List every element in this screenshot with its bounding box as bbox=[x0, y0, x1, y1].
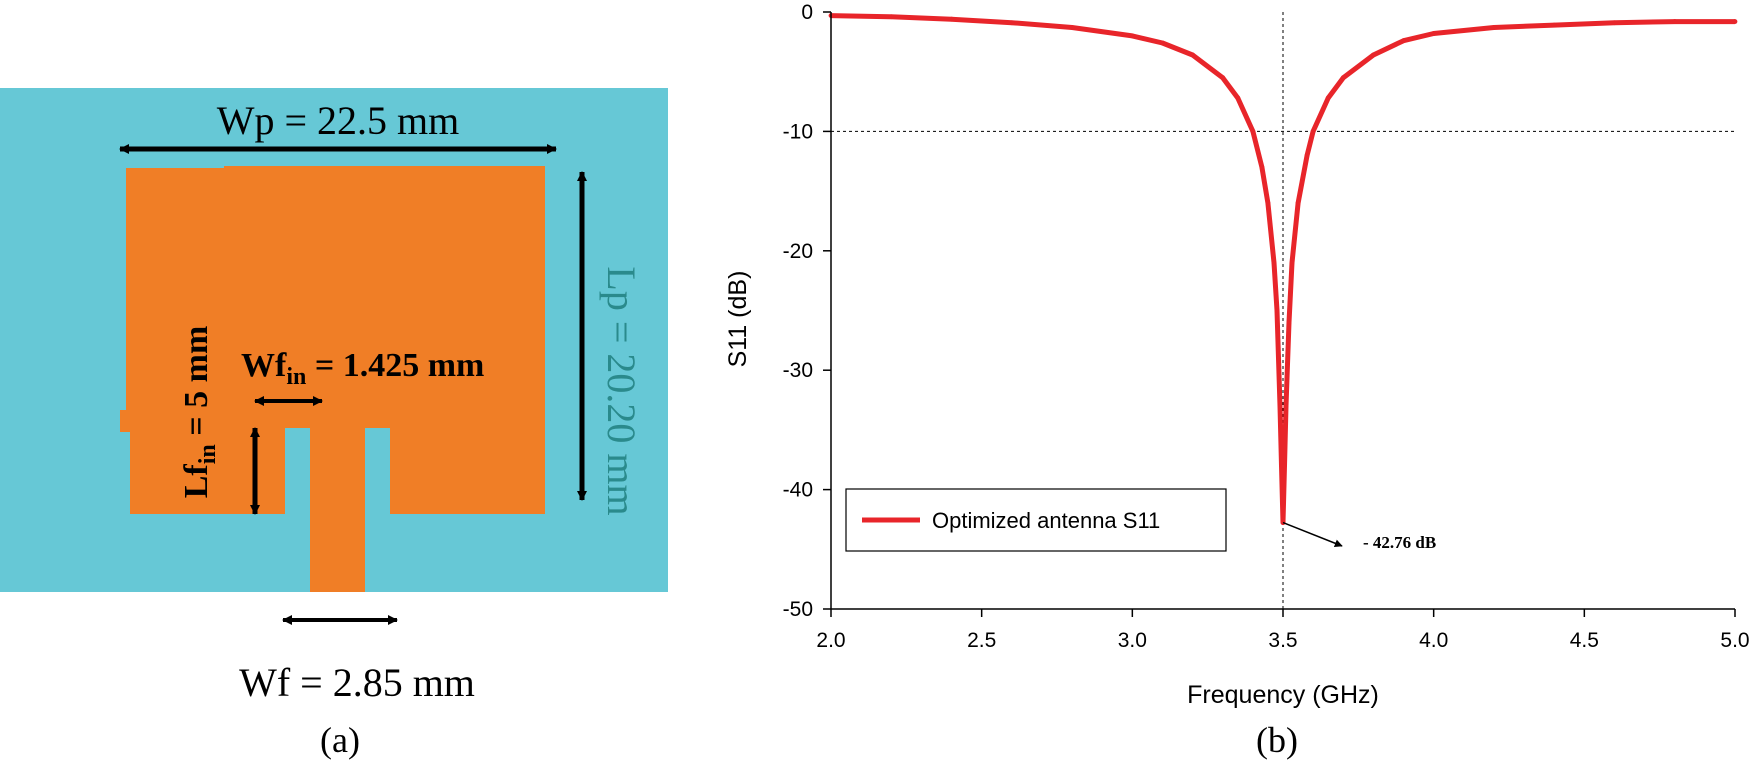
s11-data-point bbox=[888, 14, 894, 20]
panel-b-caption: (b) bbox=[1256, 720, 1298, 760]
panel-a-antenna-diagram: Wp = 22.5 mm Lp = 20.20 mm Lfin = 5 mm W… bbox=[0, 88, 668, 760]
lf-in-label: Lfin = 5 mm bbox=[178, 326, 221, 499]
minimum-annotation-arrow bbox=[1282, 521, 1343, 548]
s11-data-point bbox=[1304, 152, 1310, 158]
x-tick-label: 4.5 bbox=[1570, 629, 1599, 652]
s11-data-point bbox=[1129, 33, 1135, 39]
y-tick-label: -50 bbox=[783, 598, 813, 621]
x-tick-label: 4.0 bbox=[1419, 629, 1448, 652]
s11-data-point bbox=[1310, 129, 1316, 134]
s11-data-point bbox=[1282, 463, 1287, 469]
s11-data-point bbox=[1160, 40, 1165, 46]
minimum-annotation-label: - 42.76 dB bbox=[1363, 533, 1436, 552]
x-tick-label: 5.0 bbox=[1720, 629, 1749, 652]
x-tick-label: 2.0 bbox=[816, 629, 845, 652]
y-tick-label: -30 bbox=[783, 359, 813, 382]
x-tick-label: 3.5 bbox=[1268, 629, 1297, 652]
radiating-patch bbox=[120, 166, 545, 592]
s11-data-point bbox=[1220, 75, 1226, 81]
y-tick-label: -20 bbox=[783, 240, 813, 263]
y-tick-label: 0 bbox=[801, 1, 813, 24]
lp-label: Lp = 20.20 mm bbox=[599, 266, 644, 515]
s11-data-point bbox=[1277, 403, 1283, 409]
s11-data-point bbox=[1401, 38, 1406, 44]
s11-data-point bbox=[1672, 19, 1678, 24]
s11-data-point bbox=[1295, 200, 1301, 206]
panel-a-caption: (a) bbox=[320, 720, 360, 760]
s11-data-point bbox=[1283, 403, 1289, 409]
wf-in-label: Wfin = 1.425 mm bbox=[241, 347, 484, 390]
s11-data-point bbox=[949, 16, 954, 22]
tick-labels: 2.0 2.5 3.0 3.5 4.0 4.5 5.0 0 -10 -20 -30 -40 -50 bbox=[783, 1, 1750, 652]
y-axis-title: S11 (dB) bbox=[724, 271, 752, 368]
s11-data-point bbox=[1612, 20, 1617, 26]
axis-ticks bbox=[823, 11, 1736, 617]
x-tick-label: 3.0 bbox=[1118, 629, 1147, 652]
s11-data-point bbox=[1069, 25, 1075, 30]
s11-data-point bbox=[1551, 22, 1557, 28]
s11-data-point bbox=[1491, 25, 1497, 30]
legend: Optimized antenna S11 bbox=[845, 488, 1227, 552]
wf-label: Wf = 2.85 mm bbox=[239, 660, 475, 705]
x-axis-title: Frequency (GHz) bbox=[1187, 681, 1379, 709]
s11-data-point bbox=[1009, 20, 1015, 26]
s11-data-point bbox=[1274, 308, 1280, 313]
s11-data-point bbox=[1732, 19, 1738, 24]
s11-data-point bbox=[1250, 129, 1256, 134]
s11-data-point bbox=[1289, 260, 1295, 266]
s11-data-point bbox=[1271, 260, 1277, 266]
s11-data-point bbox=[1340, 75, 1346, 81]
reference-lines bbox=[831, 12, 1735, 609]
y-tick-label: -40 bbox=[783, 479, 813, 502]
s11-series-points bbox=[828, 13, 1738, 525]
s11-data-point bbox=[1235, 95, 1241, 101]
s11-data-point bbox=[1265, 200, 1271, 206]
s11-data-point bbox=[1325, 95, 1331, 101]
y-tick-label: -10 bbox=[783, 120, 813, 143]
s11-data-point bbox=[1371, 52, 1376, 58]
s11-data-point bbox=[1190, 52, 1195, 58]
x-tick-label: 2.5 bbox=[967, 629, 996, 652]
s11-data-point bbox=[1431, 31, 1437, 36]
wp-label: Wp = 22.5 mm bbox=[217, 98, 460, 143]
s11-chart: 2.0 2.5 3.0 3.5 4.0 4.5 5.0 0 -10 -20 -30 -40 -50 - … bbox=[724, 1, 1750, 760]
s11-data-point bbox=[1259, 164, 1265, 170]
legend-label: Optimized antenna S11 bbox=[932, 508, 1160, 533]
s11-data-point bbox=[1286, 320, 1292, 325]
